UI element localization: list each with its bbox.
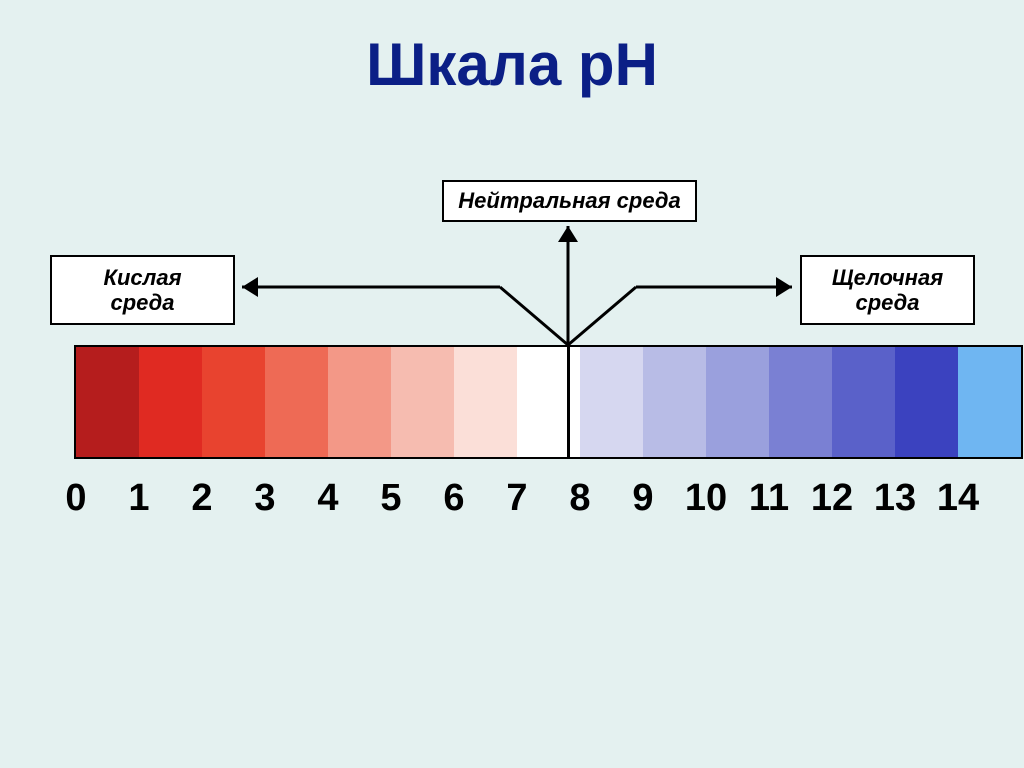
ph-cell-10 xyxy=(706,347,769,457)
center-divider xyxy=(567,345,570,459)
acid-label-text: Кислаясреда xyxy=(103,265,181,316)
tick-10: 10 xyxy=(685,477,727,520)
tick-5: 5 xyxy=(380,477,401,520)
tick-8: 8 xyxy=(569,477,590,520)
tick-13: 13 xyxy=(874,477,916,520)
alkaline-label-text: Щелочнаясреда xyxy=(832,265,943,316)
ph-tick-labels: 01234567891011121314 xyxy=(76,477,1021,527)
ph-cell-9 xyxy=(643,347,706,457)
page-title: Шкала рН xyxy=(0,30,1024,99)
tick-4: 4 xyxy=(317,477,338,520)
tick-3: 3 xyxy=(254,477,275,520)
ph-cell-4 xyxy=(328,347,391,457)
ph-cell-2 xyxy=(202,347,265,457)
tick-11: 11 xyxy=(749,477,789,520)
ph-color-scale: 01234567891011121314 xyxy=(74,345,1023,459)
ph-cell-8 xyxy=(580,347,643,457)
acid-label-box: Кислаясреда xyxy=(50,255,235,325)
neutral-label-text: Нейтральная среда xyxy=(458,188,680,213)
alkaline-label-box: Щелочнаясреда xyxy=(800,255,975,325)
tick-6: 6 xyxy=(443,477,464,520)
tick-14: 14 xyxy=(937,477,979,520)
ph-cell-11 xyxy=(769,347,832,457)
ph-scale-diagram: Шкала рН Кислаясреда Нейтральная среда Щ… xyxy=(0,0,1024,768)
ph-cell-14 xyxy=(958,347,1021,457)
ph-cell-1 xyxy=(139,347,202,457)
ph-cell-5 xyxy=(391,347,454,457)
ph-cell-13 xyxy=(895,347,958,457)
tick-1: 1 xyxy=(128,477,149,520)
ph-cell-6 xyxy=(454,347,517,457)
tick-9: 9 xyxy=(632,477,653,520)
tick-7: 7 xyxy=(506,477,527,520)
tick-2: 2 xyxy=(191,477,212,520)
ph-cell-0 xyxy=(76,347,139,457)
ph-scale-cells xyxy=(74,345,1023,459)
neutral-label-box: Нейтральная среда xyxy=(442,180,697,222)
ph-cell-3 xyxy=(265,347,328,457)
ph-cell-12 xyxy=(832,347,895,457)
ph-cell-7 xyxy=(517,347,580,457)
tick-0: 0 xyxy=(65,477,86,520)
tick-12: 12 xyxy=(811,477,853,520)
